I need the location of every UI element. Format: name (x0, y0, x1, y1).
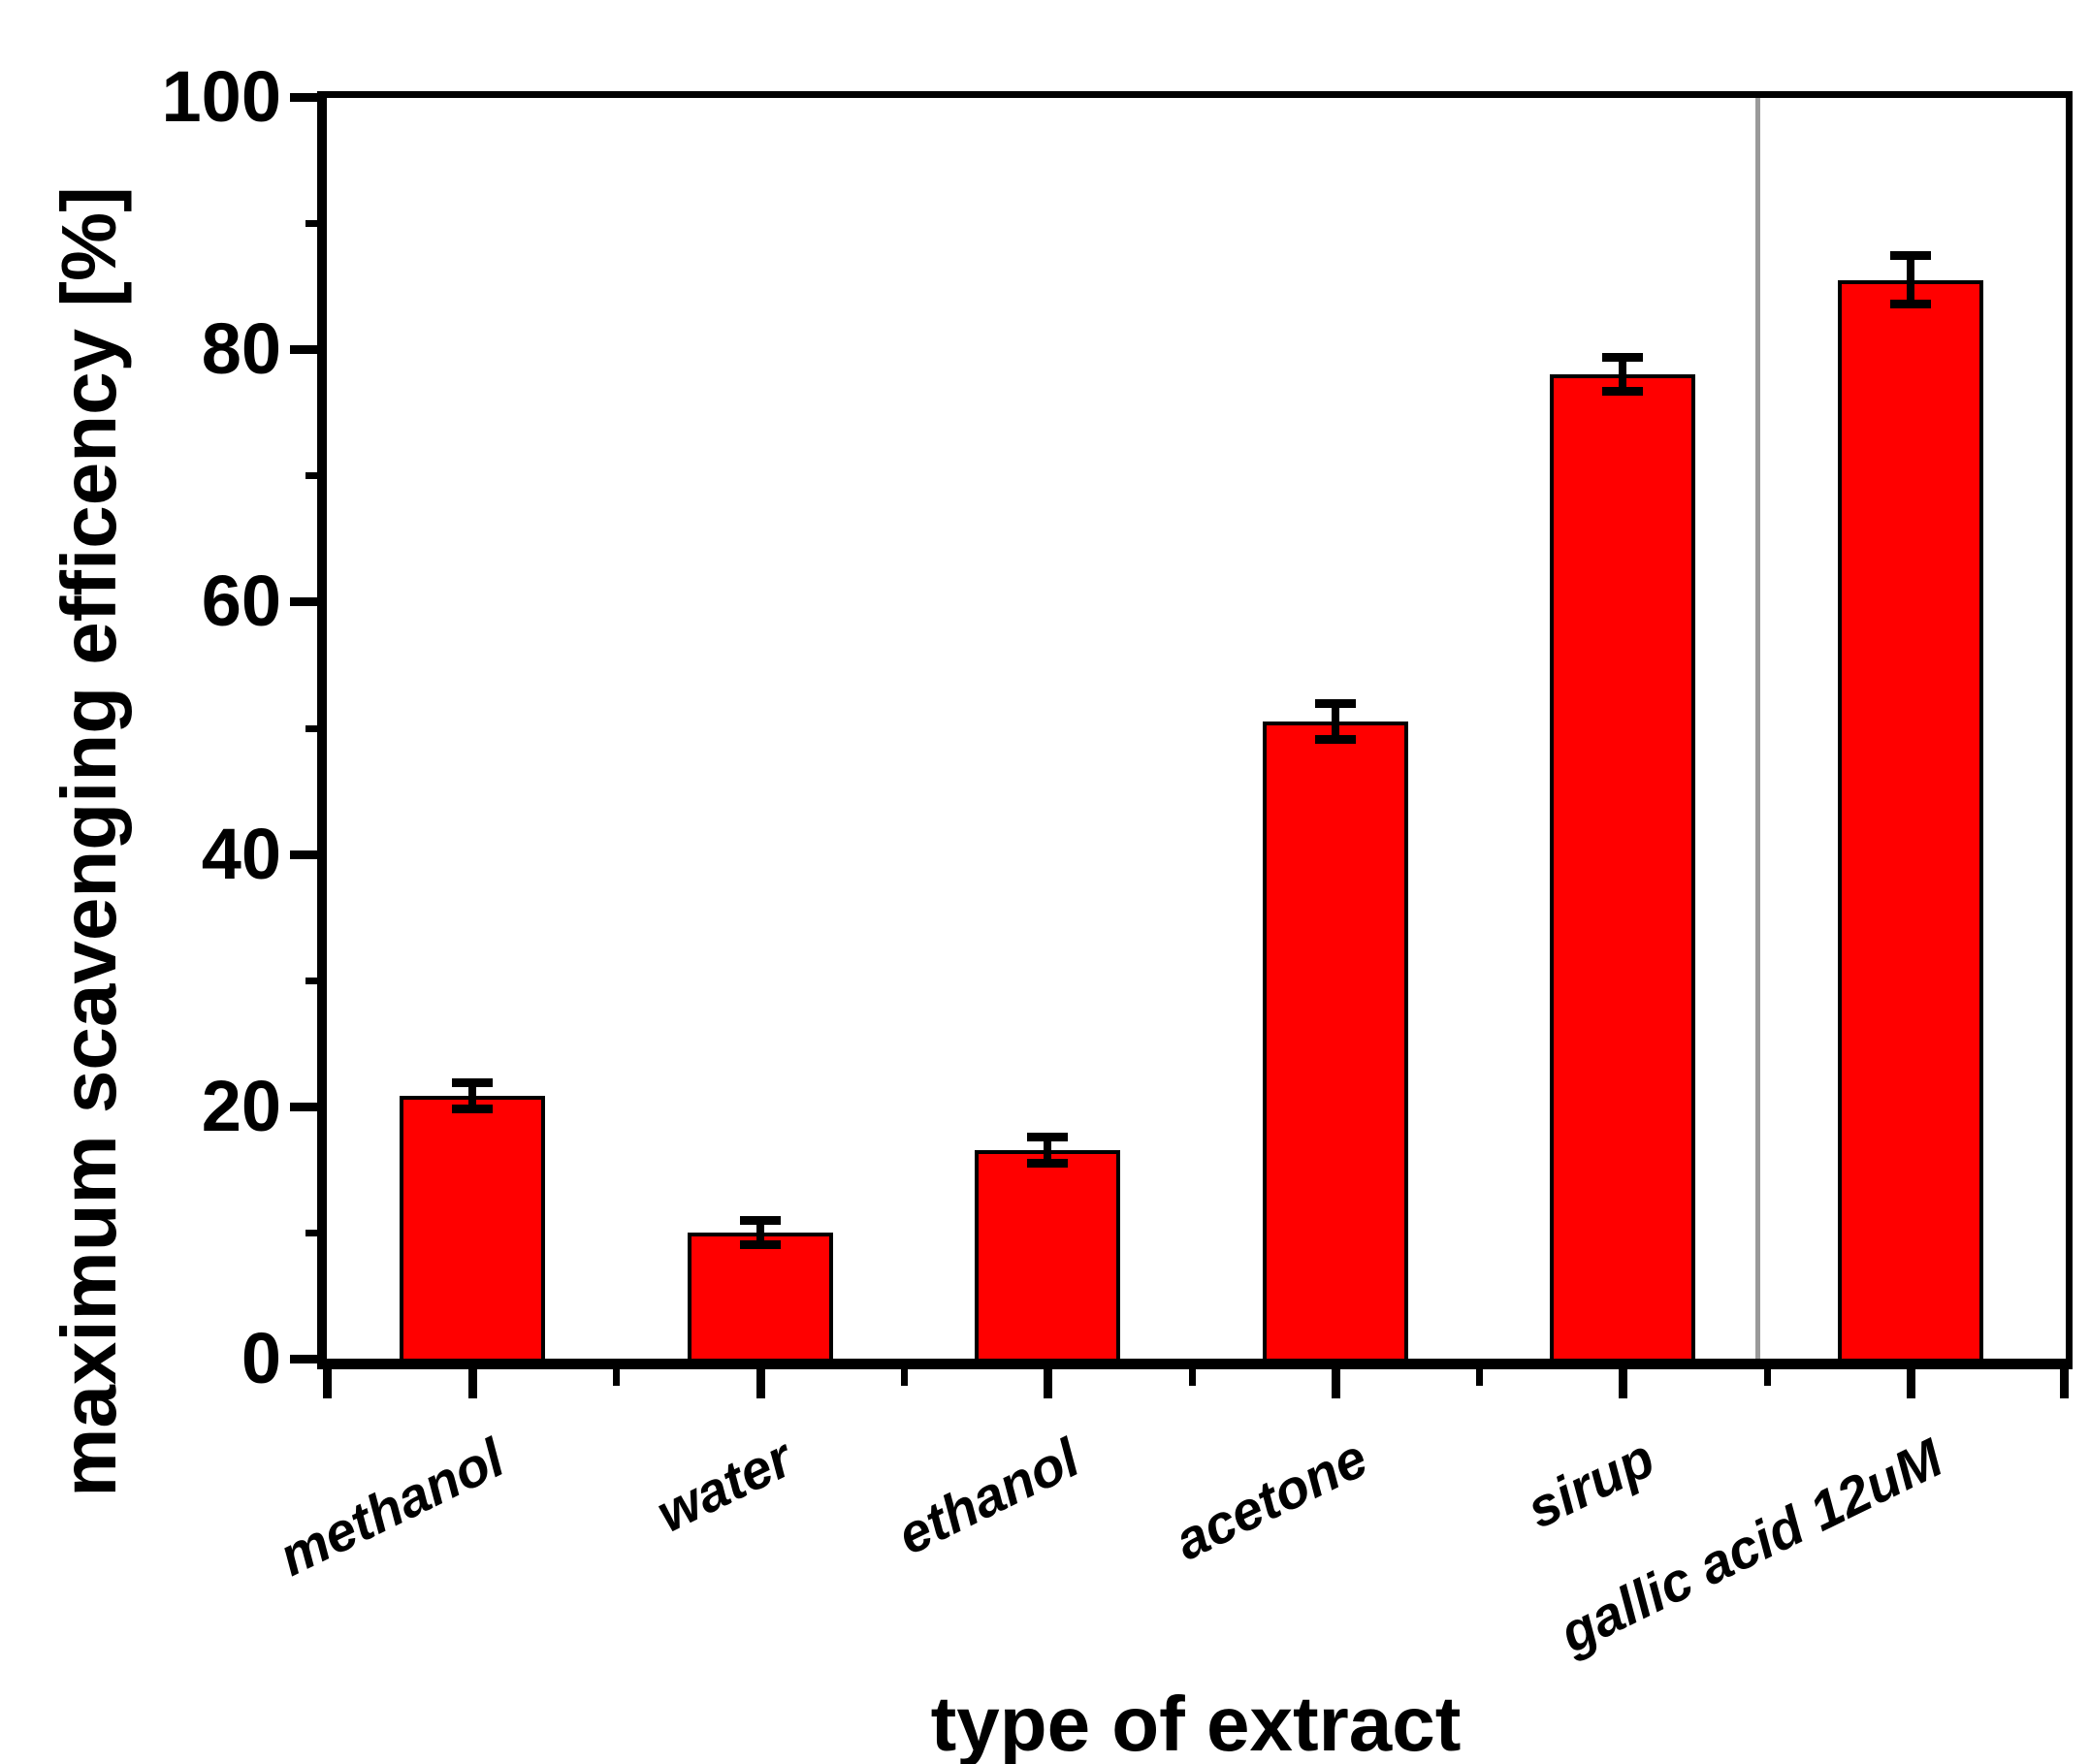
bar (1550, 374, 1696, 1364)
x-category-label: sirup (1517, 1427, 1664, 1540)
y-axis-title: maximum scavenging efficency [%] (46, 186, 132, 1497)
error-bar-cap-top (1890, 250, 1931, 260)
axis-left-line (317, 91, 327, 1369)
y-minor-tick (305, 220, 327, 228)
error-bar-cap-bottom (1314, 735, 1356, 745)
group-divider-line (1754, 97, 1760, 1359)
error-bar-cap-top (452, 1078, 493, 1088)
bar (687, 1232, 833, 1364)
bar (1262, 721, 1408, 1364)
error-bar (1619, 358, 1627, 392)
x-major-tick (1907, 1369, 1915, 1398)
y-tick-label: 40 (201, 813, 281, 894)
y-minor-tick (305, 1229, 327, 1236)
bar (400, 1096, 545, 1364)
x-category-label: methanol (269, 1427, 514, 1588)
error-bar-cap-top (739, 1216, 781, 1226)
error-bar-cap-bottom (1890, 300, 1931, 309)
error-bar-cap-bottom (1602, 387, 1644, 397)
x-major-tick (1619, 1369, 1628, 1398)
y-major-tick (290, 850, 327, 859)
bar (1838, 279, 1983, 1364)
x-axis-end-tick-right (2060, 1369, 2069, 1398)
y-minor-tick (305, 977, 327, 984)
error-bar-cap-top (1314, 698, 1356, 708)
bar (975, 1150, 1121, 1364)
x-major-tick (468, 1369, 477, 1398)
y-minor-tick (305, 472, 327, 480)
x-axis-title: type of extract (930, 1681, 1462, 1764)
x-minor-tick (1763, 1369, 1771, 1386)
y-minor-tick (305, 724, 327, 732)
error-bar-cap-top (1027, 1133, 1069, 1142)
x-minor-tick (1476, 1369, 1484, 1386)
y-major-tick (290, 597, 327, 607)
y-tick-label: 60 (201, 561, 281, 642)
y-major-tick (290, 1102, 327, 1111)
y-major-tick (290, 345, 327, 355)
y-tick-label: 20 (201, 1065, 281, 1146)
y-tick-label: 100 (161, 56, 281, 137)
y-major-tick (290, 1355, 327, 1363)
error-bar (1044, 1138, 1052, 1164)
x-category-label: acetone (1165, 1427, 1376, 1572)
axis-bottom-line (317, 1359, 2073, 1369)
error-bar (756, 1221, 764, 1244)
y-tick-label: 80 (201, 308, 281, 390)
error-bar-cap-bottom (452, 1105, 493, 1114)
error-bar (1907, 255, 1914, 305)
error-bar-cap-bottom (1027, 1159, 1069, 1169)
error-bar (468, 1083, 476, 1109)
x-minor-tick (613, 1369, 621, 1386)
error-bar-cap-top (1602, 353, 1644, 363)
error-bar-cap-bottom (739, 1239, 781, 1249)
x-axis-end-tick-left (323, 1369, 332, 1398)
y-major-tick (290, 93, 327, 102)
x-minor-tick (900, 1369, 908, 1386)
x-category-label: water (646, 1427, 801, 1544)
x-minor-tick (1188, 1369, 1196, 1386)
x-category-label: ethanol (887, 1427, 1089, 1567)
error-bar (1331, 703, 1339, 740)
x-major-tick (1044, 1369, 1053, 1398)
y-tick-label: 0 (241, 1318, 281, 1398)
axis-right-line (2066, 91, 2073, 1369)
x-major-tick (756, 1369, 765, 1398)
x-major-tick (1331, 1369, 1340, 1398)
axis-top-line (317, 91, 2073, 98)
